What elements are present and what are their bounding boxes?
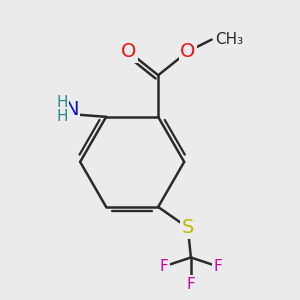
Text: O: O [121,42,136,61]
Text: F: F [187,277,195,292]
Text: F: F [160,259,169,274]
Text: F: F [213,259,222,274]
Text: H: H [56,95,68,110]
Text: S: S [182,218,194,237]
Text: N: N [64,100,78,119]
Text: CH₃: CH₃ [214,32,243,47]
Text: H: H [56,109,68,124]
Text: O: O [180,42,196,61]
